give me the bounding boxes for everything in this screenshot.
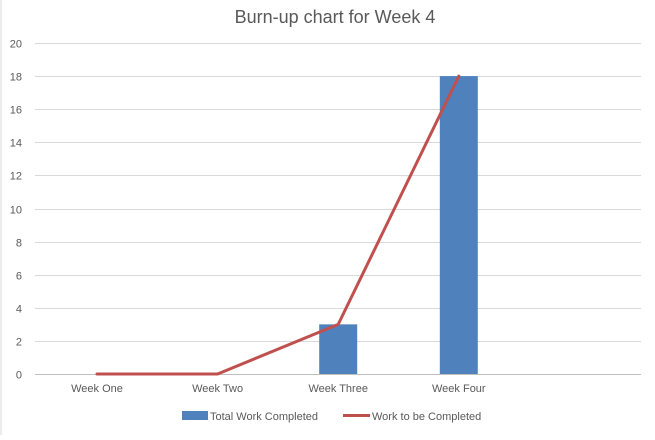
legend-label-total-work-completed: Total Work Completed: [210, 411, 318, 423]
y-tick-label: 16: [10, 105, 22, 117]
bar-week-four: [439, 76, 478, 374]
bar-week-three: [319, 324, 358, 374]
bars-total-work-completed: [319, 76, 478, 374]
x-tick-label: Week Two: [192, 383, 243, 395]
y-axis-tick-labels: 0 2 4 6 8 10 12 14 16 18 20: [10, 39, 22, 382]
y-tick-label: 20: [10, 39, 22, 51]
x-tick-label: Week One: [71, 383, 123, 395]
y-tick-label: 4: [16, 304, 22, 316]
line-work-to-be-completed: [95, 74, 461, 376]
y-tick-label: 14: [10, 138, 22, 150]
series-line: [95, 74, 461, 376]
x-tick-label: Week Three: [308, 383, 368, 395]
legend-swatch-total-work-completed: [182, 411, 208, 420]
legend: Total Work Completed Work to be Completed: [182, 411, 481, 423]
chart-title: Burn-up chart for Week 4: [235, 7, 436, 27]
y-tick-label: 0: [16, 370, 22, 382]
y-tick-label: 12: [10, 171, 22, 183]
y-tick-label: 10: [10, 205, 22, 217]
y-tick-label: 2: [16, 337, 22, 349]
y-tick-label: 8: [16, 238, 22, 250]
x-tick-label: Week Four: [432, 383, 486, 395]
x-axis-tick-labels: Week One Week Two Week Three Week Four: [71, 383, 486, 395]
legend-label-work-to-be-completed: Work to be Completed: [372, 411, 481, 423]
y-tick-label: 18: [10, 72, 22, 84]
y-tick-label: 6: [16, 271, 22, 283]
